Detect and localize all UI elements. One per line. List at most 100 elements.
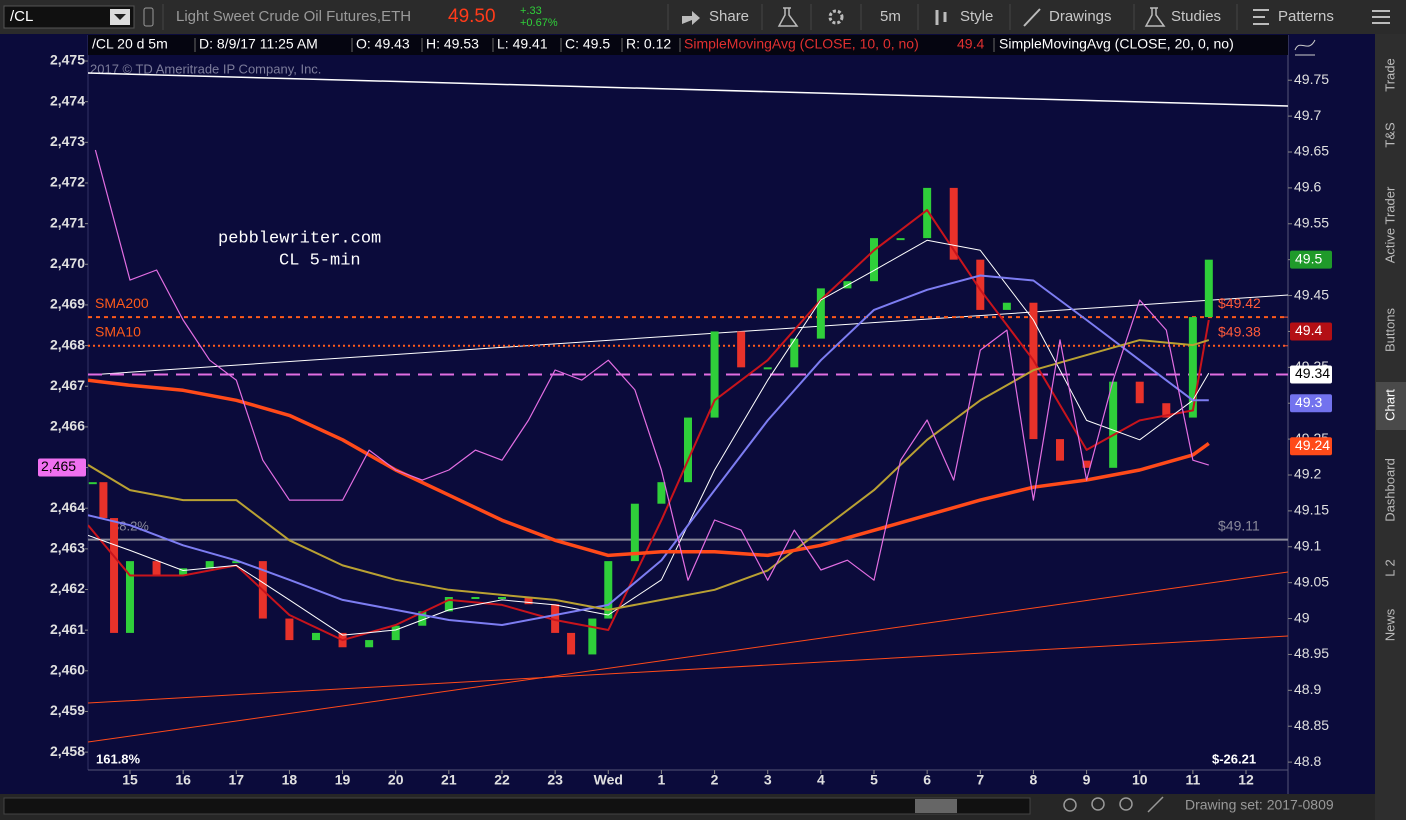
- y2-tick-label: 2,461: [50, 621, 85, 637]
- side-tab[interactable]: L 2: [1382, 559, 1397, 577]
- candle: [444, 597, 453, 612]
- y-tick-label: 48.8: [1294, 753, 1321, 769]
- trend-line: [88, 635, 1288, 704]
- studies-button[interactable]: Studies: [1171, 8, 1221, 25]
- legend-entry[interactable]: SimpleMovingAvg (CLOSE, 20, 0, no): [999, 36, 1234, 52]
- selected-tab: [1376, 382, 1406, 430]
- price-tag-label: 49.3: [1295, 394, 1322, 410]
- side-tab[interactable]: News: [1382, 608, 1397, 641]
- candle: [524, 597, 533, 605]
- link-icon[interactable]: [143, 7, 154, 27]
- series-line: [88, 274, 1209, 626]
- y-tick-label: 49.2: [1294, 466, 1321, 482]
- candle: [125, 561, 134, 633]
- y2-tick-label: 2,468: [50, 336, 85, 352]
- dropdown-arrow: [114, 14, 126, 20]
- y2-tick-label: 2,474: [50, 92, 85, 108]
- info-separators: [194, 38, 995, 52]
- zoom-in-button[interactable]: [1091, 797, 1105, 811]
- legend-entry[interactable]: SimpleMovingAvg (CLOSE, 10, 0, no): [684, 36, 919, 52]
- y-tick-label: 48.9: [1294, 681, 1321, 697]
- scale-icon[interactable]: [1294, 39, 1316, 56]
- y2-tick-label: 2,458: [50, 743, 85, 759]
- x-tick-label: 11: [1185, 772, 1200, 788]
- y2-tick-label: 2,462: [50, 580, 85, 596]
- side-tab[interactable]: Chart: [1382, 389, 1397, 421]
- x-tick-label: Wed: [594, 772, 623, 788]
- copyright: 2017 © TD Ameritrade IP Company, Inc.: [90, 61, 321, 76]
- candle: [1135, 381, 1144, 404]
- patterns-button[interactable]: Patterns: [1278, 8, 1334, 25]
- y2-tick-label: 2,466: [50, 418, 85, 434]
- y-tick-label: 49.05: [1294, 573, 1329, 589]
- side-tab[interactable]: Buttons: [1382, 307, 1397, 352]
- scrollbar-track[interactable]: [3, 797, 1031, 815]
- candle: [976, 259, 985, 310]
- x-tick-label: 4: [817, 772, 825, 788]
- price-tag-label: 49.24: [1295, 437, 1330, 453]
- share-button[interactable]: Share: [709, 8, 749, 25]
- candle: [1188, 317, 1197, 418]
- price-tag-label: 49.4: [1295, 322, 1322, 338]
- style-button[interactable]: Style: [960, 8, 993, 25]
- share-icon: [682, 11, 700, 25]
- aggregation-button[interactable]: 5m: [880, 8, 901, 25]
- scrollbar-thumb[interactable]: [915, 799, 957, 813]
- drawings-button[interactable]: Drawings: [1049, 8, 1112, 25]
- y-tick-label: 49.75: [1294, 71, 1329, 87]
- x-tick-label: 1: [658, 772, 666, 788]
- side-tab[interactable]: Dashboard: [1382, 458, 1397, 522]
- menu-button[interactable]: [1372, 10, 1390, 24]
- settings-button[interactable]: [828, 9, 844, 25]
- candle: [88, 482, 97, 485]
- candle: [418, 611, 427, 626]
- y2-tick-label: 2,472: [50, 174, 85, 190]
- candle: [567, 632, 576, 655]
- candle: [179, 568, 188, 576]
- x-tick-label: 12: [1238, 772, 1254, 788]
- x-tick-label: 21: [441, 772, 457, 788]
- x-tick-label: 9: [1083, 772, 1091, 788]
- x-tick-label: 3: [764, 772, 772, 788]
- series-line: [88, 339, 1210, 611]
- y-tick-label: 49.65: [1294, 143, 1329, 159]
- candle: [657, 482, 666, 504]
- draw-button[interactable]: [1147, 796, 1164, 813]
- side-tab[interactable]: Active Trader: [1382, 186, 1397, 263]
- fib-label: 161.8%: [96, 751, 141, 766]
- drawings-icon: [1023, 8, 1041, 27]
- info-low: L: 49.41: [497, 36, 548, 52]
- trend-lines: [88, 72, 1288, 743]
- candle: [684, 417, 692, 483]
- candle: [205, 561, 214, 569]
- symbol-box[interactable]: [3, 5, 135, 29]
- candle: [923, 187, 932, 239]
- candle: [471, 597, 480, 600]
- side-tab[interactable]: T&S: [1382, 122, 1397, 148]
- x-tick-label: 2: [711, 772, 719, 788]
- y-tick-label: 49.45: [1294, 286, 1329, 302]
- price-tag-label: $49.38: [1218, 323, 1261, 339]
- symbol[interactable]: /CL: [10, 8, 33, 25]
- series-line: [88, 239, 1210, 636]
- candle: [365, 640, 374, 648]
- y-tick-label: 49.6: [1294, 179, 1321, 195]
- zoom-out-button[interactable]: [1119, 797, 1133, 811]
- x-tick-label: 5: [870, 772, 878, 788]
- y2-tick-label: 2,467: [50, 377, 85, 393]
- flask-button[interactable]: [777, 7, 799, 27]
- x-tick-label: 7: [976, 772, 984, 788]
- candle: [604, 561, 613, 619]
- y-tick-label: 49.15: [1294, 502, 1329, 518]
- trend-line: [88, 294, 1288, 376]
- y-tick-label: 49.55: [1294, 214, 1329, 230]
- candle: [1109, 381, 1118, 468]
- series-line: [94, 149, 1209, 581]
- y2-tick-label: 2,475: [50, 52, 85, 68]
- candle: [232, 561, 241, 564]
- candle: [949, 187, 958, 260]
- pan-button[interactable]: [1063, 798, 1077, 812]
- side-tab[interactable]: Trade: [1382, 58, 1397, 91]
- level-label: SMA200: [95, 295, 149, 311]
